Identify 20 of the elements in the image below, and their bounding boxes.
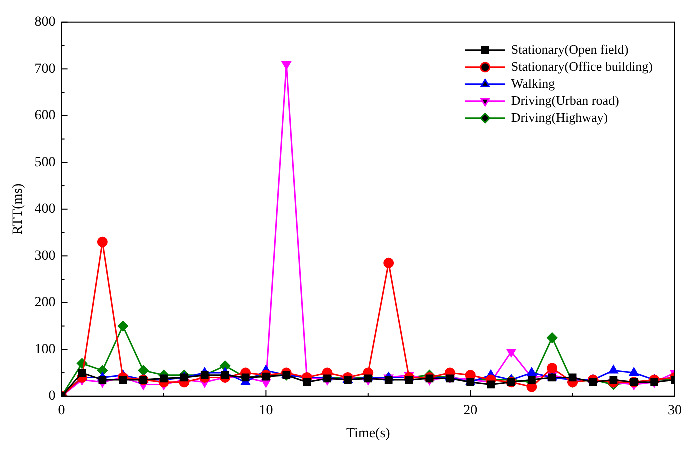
legend-label: Driving(Highway) [511,110,608,125]
y-tick-label: 600 [34,108,56,124]
y-tick-label: 100 [34,342,56,358]
legend-label: Stationary(Open field) [511,42,629,57]
y-tick-label: 700 [34,62,56,77]
y-tick-label: 0 [48,389,56,404]
legend-label: Driving(Urban road) [511,92,620,108]
legend-label: Walking [511,76,556,91]
y-axis-title: RTT(ms) [11,183,26,236]
y-tick-label: 800 [34,15,56,30]
x-axis-title: Time(s) [346,426,391,442]
y-tick-label: 400 [34,202,56,218]
y-tick-label: 200 [34,296,56,311]
x-tick-label: 10 [259,403,274,418]
x-tick-label: 30 [668,403,682,418]
y-tick-label: 500 [34,155,56,170]
x-tick-label: 20 [464,403,478,418]
legend-label: Stationary(Office building) [511,58,654,74]
x-tick-label: 0 [58,403,66,418]
y-tick-label: 300 [34,248,56,264]
